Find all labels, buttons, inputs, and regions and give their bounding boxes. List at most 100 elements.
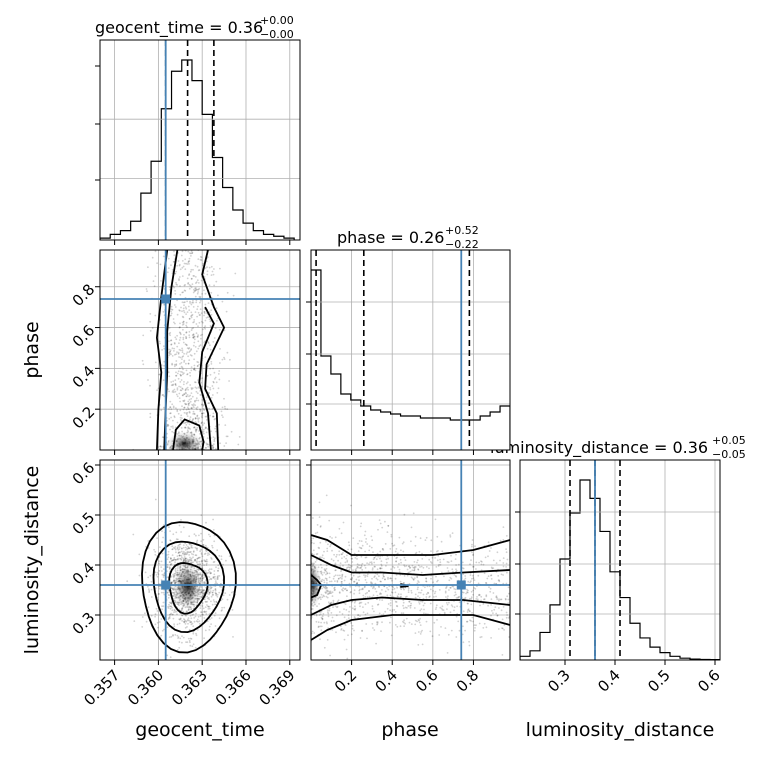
- sample-point: [184, 284, 187, 286]
- sample-point: [501, 618, 504, 621]
- sample-point: [363, 586, 366, 589]
- sample-point: [450, 604, 453, 606]
- sample-point: [172, 559, 175, 562]
- sample-point: [324, 586, 326, 589]
- sample-point: [418, 581, 420, 583]
- sample-point: [339, 576, 342, 579]
- sample-point: [379, 567, 382, 570]
- injection-marker: [456, 580, 466, 590]
- sample-point: [203, 559, 206, 561]
- sample-point: [174, 567, 177, 570]
- sample-point: [469, 619, 471, 622]
- sample-point: [477, 582, 480, 585]
- sample-point: [213, 284, 216, 287]
- sample-point: [453, 606, 456, 609]
- sample-point: [192, 556, 194, 559]
- sample-point: [177, 370, 180, 373]
- sample-point: [320, 571, 323, 574]
- sample-point: [471, 612, 473, 614]
- sample-point: [205, 571, 208, 574]
- sample-point: [187, 404, 190, 407]
- sample-point: [321, 617, 324, 620]
- sample-point: [417, 595, 419, 598]
- sample-point: [216, 576, 219, 578]
- sample-point: [183, 406, 186, 409]
- sample-point: [185, 343, 188, 346]
- sample-point: [161, 573, 164, 576]
- sample-point: [204, 544, 207, 547]
- sample-point: [180, 254, 183, 257]
- sample-point: [180, 559, 183, 561]
- sample-point: [483, 598, 486, 600]
- sample-point: [325, 540, 327, 543]
- sample-point: [203, 422, 206, 425]
- sample-point: [202, 577, 204, 580]
- sample-point: [331, 549, 333, 552]
- sample-point: [212, 367, 215, 370]
- sample-point: [495, 562, 498, 564]
- sample-point: [478, 561, 480, 564]
- sample-point: [193, 364, 196, 367]
- sample-point: [213, 337, 216, 339]
- sample-point: [326, 593, 329, 595]
- sample-point: [185, 610, 188, 613]
- sample-point: [422, 566, 425, 569]
- sample-point: [370, 581, 372, 584]
- sample-point: [433, 592, 436, 595]
- sample-point: [328, 592, 331, 595]
- sample-point: [203, 598, 206, 600]
- sample-point: [180, 414, 183, 417]
- sample-point: [411, 569, 414, 572]
- sample-point: [179, 336, 182, 339]
- sample-point: [416, 576, 419, 579]
- sample-point: [211, 444, 213, 447]
- sample-point: [320, 625, 323, 628]
- sample-point: [427, 592, 430, 594]
- sample-point: [485, 594, 488, 597]
- sample-point: [196, 547, 199, 550]
- sample-point: [186, 641, 189, 644]
- sample-point: [194, 369, 197, 372]
- sample-point: [145, 620, 148, 623]
- sample-point: [181, 291, 184, 294]
- sample-point: [424, 539, 427, 541]
- sample-point: [189, 644, 192, 647]
- histogram-step-line: [311, 269, 510, 450]
- sample-point: [211, 603, 214, 606]
- sample-point: [496, 614, 499, 617]
- sample-point: [185, 559, 188, 562]
- sample-point: [180, 374, 182, 377]
- sample-point: [190, 311, 193, 314]
- sample-point: [331, 537, 333, 539]
- sample-point: [207, 341, 210, 343]
- sample-point: [183, 381, 185, 383]
- sample-point: [209, 325, 212, 327]
- sample-point: [343, 630, 346, 632]
- sample-point: [208, 598, 211, 601]
- sample-point: [345, 589, 348, 592]
- sample-point: [206, 443, 208, 446]
- sample-point: [196, 618, 199, 621]
- sample-point: [402, 601, 405, 604]
- sample-point: [194, 420, 197, 423]
- sample-point: [173, 286, 176, 289]
- sample-point: [168, 601, 171, 604]
- sample-point: [467, 589, 469, 592]
- sample-point: [487, 604, 489, 607]
- sample-point: [335, 606, 338, 609]
- sample-point: [212, 518, 215, 521]
- sample-point: [214, 591, 217, 594]
- sample-point: [197, 615, 200, 618]
- sample-point: [364, 592, 367, 595]
- sample-point: [414, 544, 417, 547]
- sample-point: [214, 578, 216, 580]
- sample-point: [343, 623, 346, 626]
- sample-point: [173, 558, 176, 561]
- sample-point: [172, 383, 175, 386]
- sample-point: [455, 570, 458, 572]
- sample-point: [153, 548, 156, 551]
- sample-point: [490, 637, 492, 639]
- sample-point: [453, 574, 456, 576]
- sample-point: [218, 378, 221, 381]
- sample-point: [320, 580, 323, 583]
